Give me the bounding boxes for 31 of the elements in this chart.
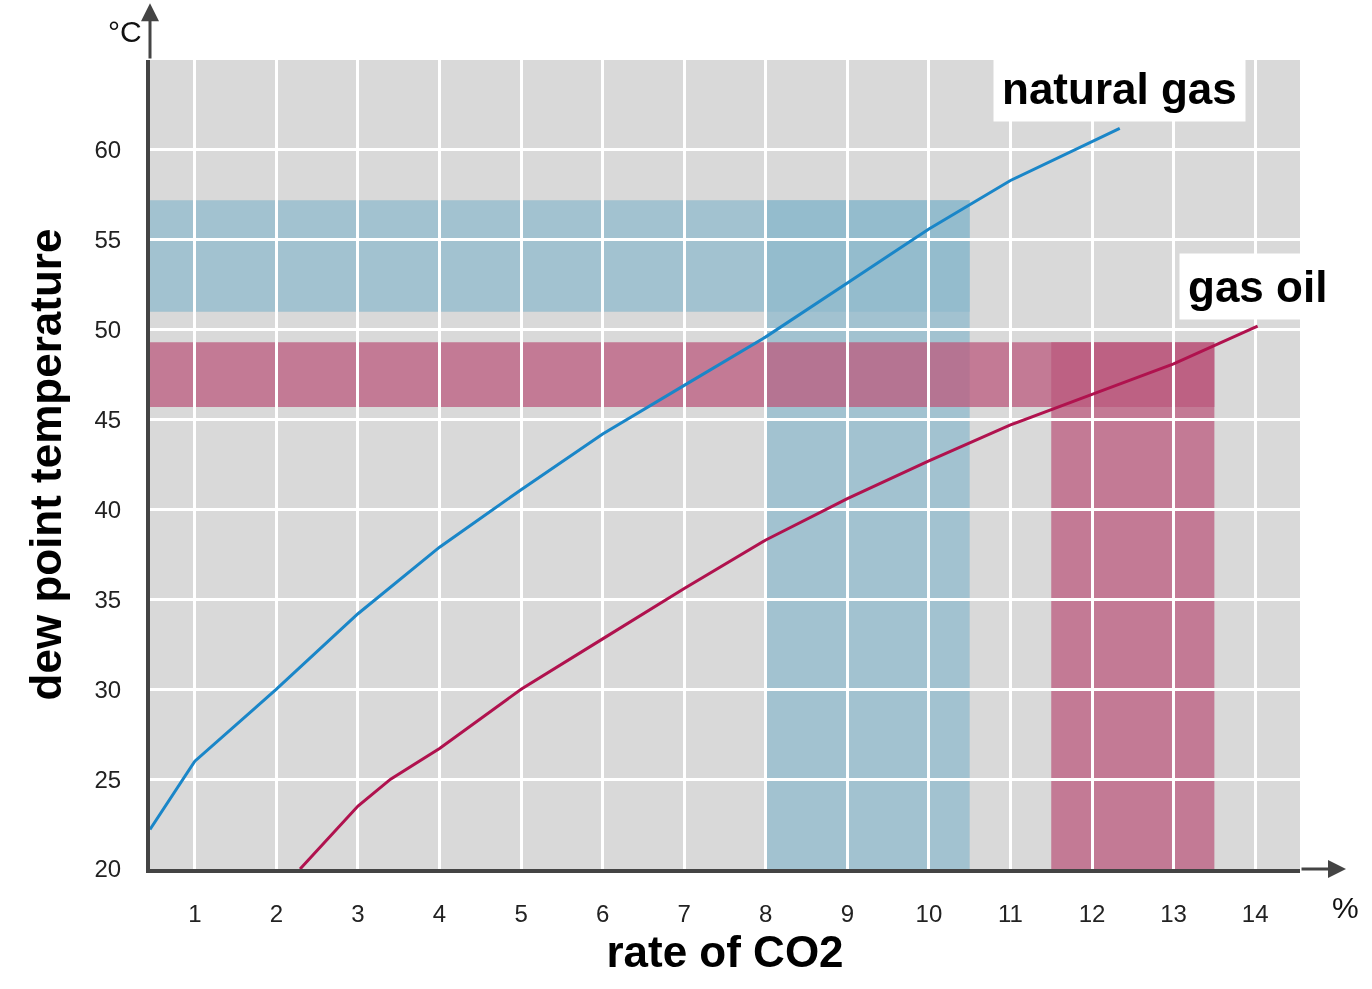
y-tick-label: 35 [94, 585, 122, 613]
x-tick-label: 9 [840, 899, 855, 927]
x-tick-label: 6 [595, 899, 610, 927]
series-label: gas oil [1188, 262, 1328, 311]
line-series [150, 126, 1122, 831]
text: °C [108, 15, 142, 48]
x-tick-label: 1 [188, 899, 202, 927]
x-tick-label: 10 [915, 899, 943, 927]
x-tick-label: 7 [677, 899, 691, 927]
x-axis-title: rate of CO2 [606, 926, 844, 976]
x-tick-label: 11 [998, 899, 1023, 927]
x-tick-label: 13 [1160, 899, 1187, 927]
y-tick-label: 45 [94, 405, 122, 433]
y-tick-label: 30 [94, 675, 122, 703]
x-tick-label: 2 [269, 899, 284, 927]
x-tick-label: 14 [1241, 899, 1269, 927]
y-tick-label: 50 [94, 316, 122, 344]
y-tick-label: 25 [94, 765, 122, 793]
y-tick-label: 20 [94, 855, 122, 883]
text: % [1332, 891, 1359, 924]
x-tick-label: 8 [759, 899, 773, 927]
y-axis-title: dew point temperature [21, 228, 71, 701]
x-tick-label: 12 [1078, 899, 1106, 927]
y-tick-label: 55 [94, 226, 122, 254]
x-tick-label: 4 [432, 899, 447, 927]
series-label: natural gas [1002, 64, 1237, 113]
x-tick-label: 5 [514, 899, 528, 927]
x-tick-label: 3 [351, 899, 365, 927]
y-tick-label: 40 [94, 495, 122, 523]
line-series [298, 324, 1260, 869]
y-tick-label: 60 [94, 136, 122, 164]
